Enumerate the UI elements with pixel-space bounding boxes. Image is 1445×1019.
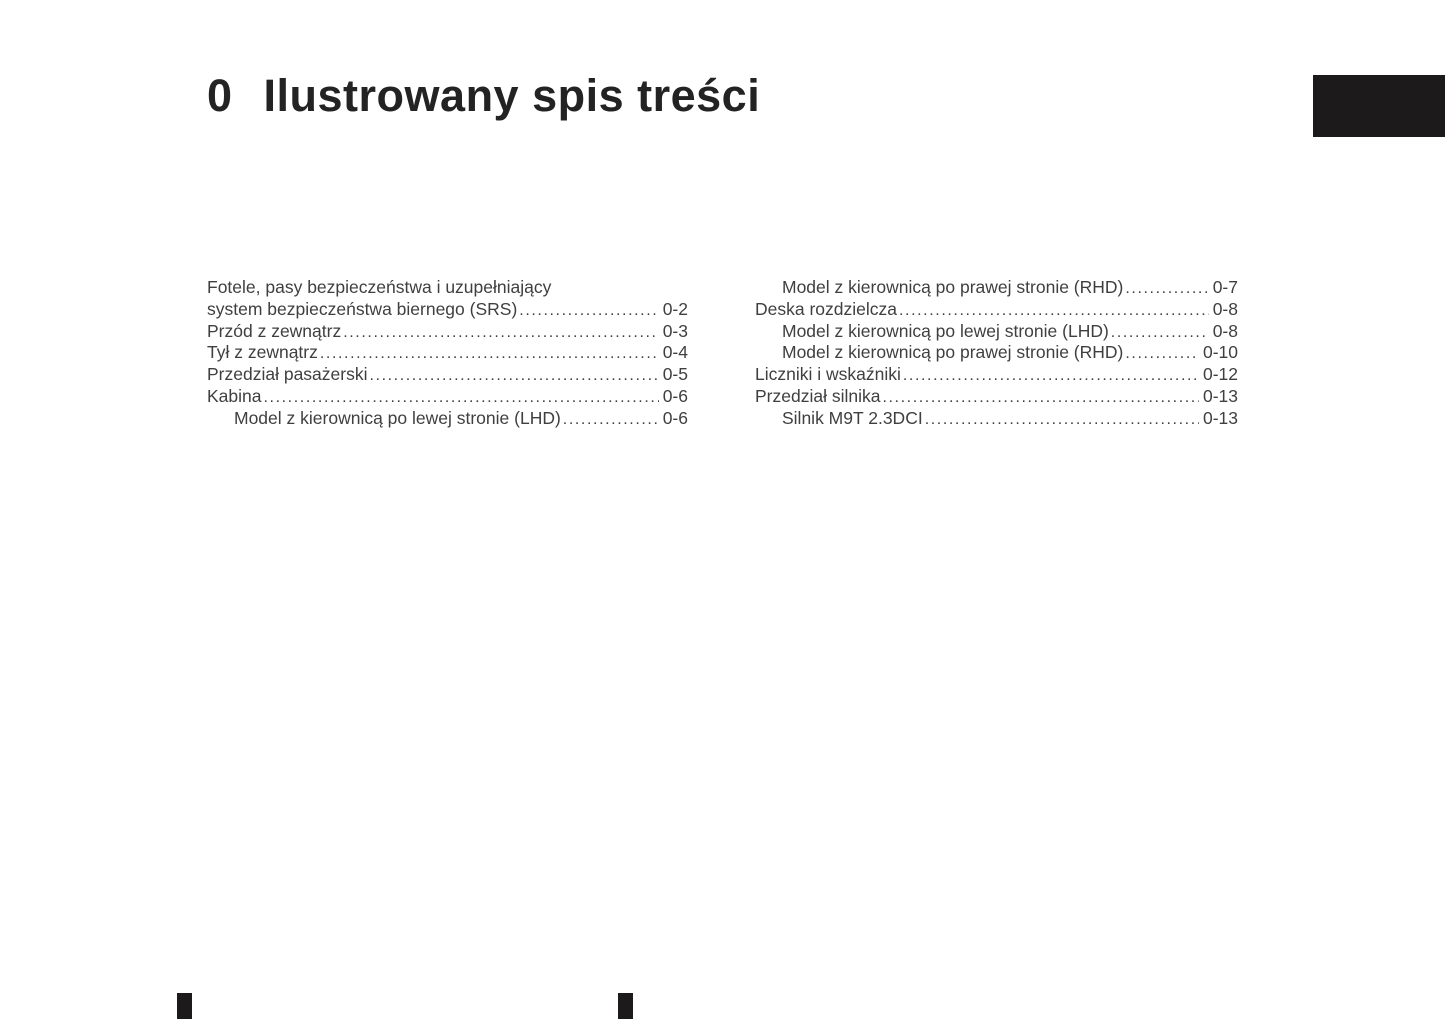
toc-leader-dots bbox=[882, 386, 1199, 409]
toc-leader-dots bbox=[343, 321, 658, 344]
toc-leader-dots bbox=[320, 342, 659, 365]
chapter-tab-marker bbox=[1313, 75, 1445, 137]
toc-entry: system bezpieczeństwa biernego (SRS) 0-2 bbox=[207, 299, 688, 321]
toc-entry-label: Przedział silnika bbox=[755, 385, 881, 406]
toc-entry-label: Model z kierownicą po prawej stronie (RH… bbox=[782, 277, 1124, 297]
toc-entry: Tył z zewnątrz 0-4 bbox=[207, 342, 688, 364]
toc-entry: Liczniki i wskaźniki 0-12 bbox=[755, 364, 1238, 386]
toc-page-number: 0-10 bbox=[1202, 342, 1238, 363]
toc-entry-label: Silnik M9T 2.3DCI bbox=[782, 407, 923, 428]
toc-page-number: 0-2 bbox=[662, 298, 688, 319]
toc-page-number: 0-3 bbox=[662, 320, 688, 341]
toc-page-number: 0-5 bbox=[662, 364, 688, 385]
toc-page-number: 0-7 bbox=[1212, 277, 1238, 297]
toc-entry-label: Przód z zewnątrz bbox=[207, 320, 342, 341]
toc-entry-label: Przedział pasażerski bbox=[207, 364, 368, 385]
toc-page-number: 0-13 bbox=[1202, 407, 1238, 428]
toc-entry: Przedział silnika 0-13 bbox=[755, 386, 1238, 408]
toc-entry-label: Model z kierownicą po lewej stronie (LHD… bbox=[234, 407, 561, 428]
toc-entry: Kabina 0-6 bbox=[207, 386, 688, 408]
toc-column-right: Model z kierownicą po prawej stronie (RH… bbox=[755, 277, 1238, 430]
toc-leader-dots bbox=[903, 364, 1199, 387]
toc-leader-dots bbox=[899, 299, 1209, 322]
toc-entry-label: Deska rozdzielcza bbox=[755, 298, 897, 319]
toc-page-number: 0-8 bbox=[1212, 320, 1238, 341]
toc-column-left: Fotele, pasy bezpieczeństwa i uzupełniaj… bbox=[207, 277, 688, 430]
toc-entry-label: Tył z zewnątrz bbox=[207, 342, 318, 363]
toc-entry-label: system bezpieczeństwa biernego (SRS) bbox=[207, 298, 518, 319]
toc-page-number: 0-8 bbox=[1212, 298, 1238, 319]
toc-entry-label: Fotele, pasy bezpieczeństwa i uzupełniaj… bbox=[207, 277, 552, 297]
page-edge-print-mark bbox=[177, 993, 192, 1019]
toc-leader-dots bbox=[519, 299, 658, 322]
toc-leader-dots bbox=[1125, 277, 1208, 300]
toc-entry-label: Liczniki i wskaźniki bbox=[755, 364, 901, 385]
toc-page-number: 0-12 bbox=[1202, 364, 1238, 385]
toc-leader-dots bbox=[369, 364, 658, 387]
toc-page-number: 0-4 bbox=[662, 342, 688, 363]
toc-entry: Silnik M9T 2.3DCI 0-13 bbox=[755, 408, 1238, 430]
toc-entry: Przedział pasażerski 0-5 bbox=[207, 364, 688, 386]
toc-page-number: 0-6 bbox=[662, 407, 688, 428]
toc-entry: Model z kierownicą po prawej stronie (RH… bbox=[755, 277, 1238, 299]
toc-entry-label: Kabina bbox=[207, 385, 262, 406]
toc-entry: Model z kierownicą po lewej stronie (LHD… bbox=[207, 408, 688, 430]
toc-entry: Przód z zewnątrz 0-3 bbox=[207, 321, 688, 343]
toc-entry: Fotele, pasy bezpieczeństwa i uzupełniaj… bbox=[207, 277, 688, 299]
toc-leader-dots bbox=[264, 386, 659, 409]
chapter-heading: 0 Ilustrowany spis treści bbox=[207, 70, 760, 122]
toc-leader-dots bbox=[1111, 321, 1209, 344]
page-edge-print-mark bbox=[618, 993, 633, 1019]
toc-entry: Model z kierownicą po lewej stronie (LHD… bbox=[755, 321, 1238, 343]
toc-leader-dots bbox=[563, 408, 659, 431]
toc-page-number: 0-13 bbox=[1202, 385, 1238, 406]
toc-entry: Model z kierownicą po prawej stronie (RH… bbox=[755, 342, 1238, 364]
page-title: Ilustrowany spis treści bbox=[263, 70, 761, 121]
toc-leader-dots bbox=[1125, 342, 1199, 365]
toc-page-number: 0-6 bbox=[662, 385, 688, 406]
toc-leader-dots bbox=[925, 408, 1199, 431]
toc-entry: Deska rozdzielcza 0-8 bbox=[755, 299, 1238, 321]
toc-entry-label: Model z kierownicą po lewej stronie (LHD… bbox=[782, 320, 1109, 341]
toc-entry-label: Model z kierownicą po prawej stronie (RH… bbox=[782, 342, 1124, 363]
chapter-number: 0 bbox=[207, 70, 233, 121]
